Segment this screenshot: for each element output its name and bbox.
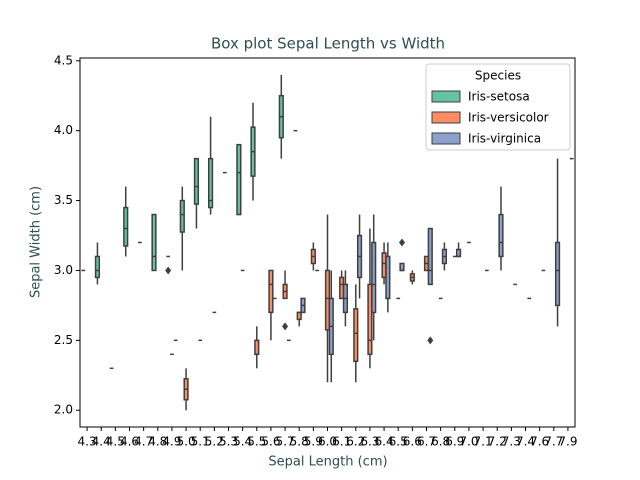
box (268, 269, 274, 314)
x-tick-label: 5.6 (261, 435, 280, 449)
x-tick-label: 4.3 (78, 435, 97, 449)
box (296, 311, 302, 321)
outlier (165, 266, 172, 275)
y-axis-label: Sepal Width (cm) (29, 186, 44, 298)
box (367, 283, 373, 356)
y-tick-label: 2.0 (54, 403, 73, 417)
y-tick-label: 2.5 (54, 333, 73, 347)
legend-title: Species (475, 69, 521, 83)
box (123, 206, 129, 247)
x-tick-label: 4.9 (162, 435, 181, 449)
legend-label: Iris-versicolor (468, 111, 549, 125)
box (455, 248, 462, 258)
x-tick-label: 7.9 (558, 435, 577, 449)
x-tick-label: 7.0 (459, 435, 478, 449)
x-tick-label: 7.2 (488, 435, 507, 449)
x-tick-label: 6.1 (332, 435, 351, 449)
x-axis-label: Sepal Length (cm) (268, 455, 387, 470)
x-tick-label: 5.1 (191, 435, 210, 449)
x-tick-label: 4.4 (92, 435, 111, 449)
box (193, 157, 200, 205)
x-tick-label: 7.7 (544, 435, 563, 449)
x-tick-label: 4.8 (148, 435, 167, 449)
y-tick-label: 4.5 (54, 53, 73, 67)
x-tick-label: 5.5 (247, 435, 266, 449)
box (554, 241, 561, 307)
x-tick-label: 5.2 (205, 435, 224, 449)
outlier (398, 238, 405, 247)
x-tick-label: 5.9 (304, 435, 323, 449)
box (254, 339, 260, 356)
box (385, 255, 391, 300)
x-tick-label: 4.6 (120, 435, 139, 449)
box (94, 255, 101, 279)
x-tick-label: 6.9 (445, 435, 464, 449)
x-tick-label: 6.8 (431, 435, 450, 449)
x-tick-label: 5.3 (219, 435, 238, 449)
outlier (427, 336, 434, 345)
x-tick-label: 4.7 (134, 435, 153, 449)
box (151, 213, 157, 272)
outlier (282, 322, 289, 331)
x-tick-label: 7.3 (502, 435, 521, 449)
box (371, 241, 377, 314)
box (427, 227, 433, 286)
x-tick-label: 5.0 (177, 435, 196, 449)
y-tick-label: 3.5 (54, 193, 73, 207)
x-tick-label: 5.7 (276, 435, 295, 449)
box (353, 308, 359, 363)
box (179, 199, 185, 233)
x-tick-label: 6.6 (403, 435, 422, 449)
x-tick-label: 6.5 (389, 435, 408, 449)
x-tick-label: 7.4 (516, 435, 535, 449)
box (236, 143, 242, 216)
x-tick-label: 6.3 (360, 435, 379, 449)
box (498, 213, 504, 258)
x-tick-label: 6.0 (318, 435, 337, 449)
box (399, 262, 405, 272)
legend-label: Iris-virginica (468, 132, 541, 146)
box (207, 157, 214, 209)
x-tick-label: 4.5 (106, 435, 125, 449)
x-tick-label: 5.4 (233, 435, 252, 449)
legend-swatch (431, 90, 461, 103)
y-tick-label: 3.0 (54, 263, 73, 277)
legend (425, 63, 571, 151)
chart-title: Box plot Sepal Length vs Width (211, 35, 445, 53)
x-tick-label: 6.7 (417, 435, 436, 449)
x-tick-label: 5.8 (290, 435, 309, 449)
legend-swatch (431, 132, 461, 145)
x-tick-label: 6.2 (346, 435, 365, 449)
x-tick-label: 7.1 (474, 435, 493, 449)
x-tick-label: 7.6 (530, 435, 549, 449)
legend-swatch (431, 111, 461, 124)
x-tick-label: 6.4 (375, 435, 394, 449)
legend-label: Iris-setosa (468, 90, 530, 104)
y-tick-label: 4.0 (54, 123, 73, 137)
